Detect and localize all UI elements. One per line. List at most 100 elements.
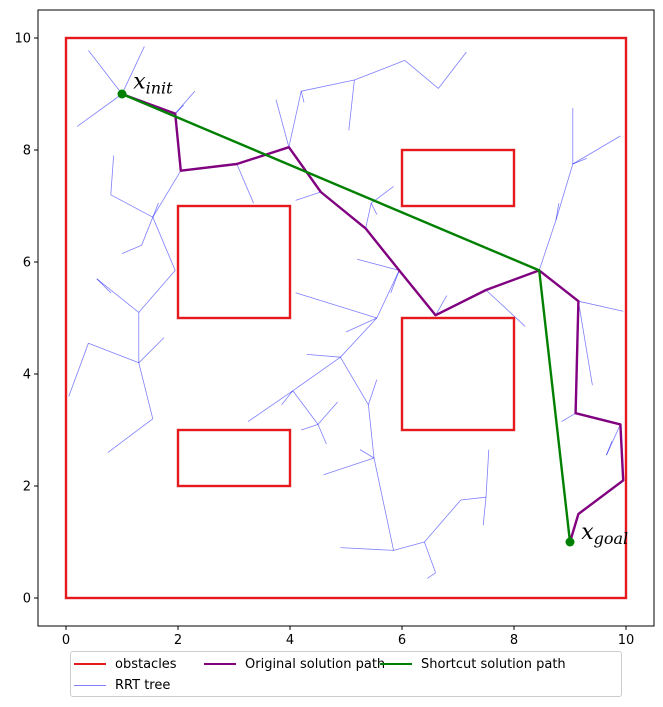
start-marker (117, 89, 127, 99)
x-tick-label: 4 (286, 633, 294, 648)
legend-label-obstacles: obstacles (115, 656, 177, 672)
rrt-tree-edge (317, 401, 338, 425)
rrt-tree-edge (485, 289, 526, 327)
rrt-tree-edge (295, 292, 377, 319)
legend-entry-shortcut-path: Shortcut solution path (380, 655, 566, 673)
rrt-tree-edge (340, 547, 394, 551)
rrt-tree-edge (121, 244, 142, 254)
rrt-tree-edge (174, 104, 184, 114)
y-tick-label: 8 (23, 144, 31, 159)
obstacle-rect (400, 148, 516, 208)
rrt-tree-edge (460, 496, 487, 501)
shortcut-path-line (121, 92, 572, 543)
rrt-tree-edge (424, 541, 436, 573)
y-tick-label: 6 (23, 256, 31, 271)
x-tick-label: 10 (618, 633, 635, 648)
x-tick-label: 0 (62, 633, 70, 648)
axes-frame (37, 9, 655, 627)
rrt-tree-edge (275, 99, 290, 148)
annotation-x-init: xinit (133, 69, 173, 97)
annotations: xinit xgoal (133, 69, 628, 548)
rrt-tree-edge (376, 270, 400, 319)
rrt-tree-edge (482, 497, 487, 526)
obstacles (64, 36, 628, 600)
rrt-tree-edge (292, 356, 341, 392)
rrt-tree-edge (354, 60, 405, 81)
rrt-tree-edge (110, 155, 114, 195)
shortcut-solution-path (121, 92, 572, 543)
rrt-tree-edge (357, 258, 400, 271)
rrt-tree-edge (393, 541, 425, 551)
rrt-tree-edge (348, 79, 355, 131)
rrt-tree-edge (578, 300, 624, 312)
rrt-tree-edge (138, 337, 165, 364)
rrt-tree-edge (438, 51, 467, 89)
rrt-tree-edge (281, 390, 294, 406)
rrt-tree-edge (300, 91, 305, 103)
x-tick-label: 2 (174, 633, 182, 648)
rrt-tree-edge (236, 163, 254, 204)
rrt-tree-edge (485, 449, 490, 498)
rrt-tree-edge (359, 449, 375, 459)
rrt-tree-edge (138, 362, 154, 419)
rrt-tree-edge (390, 270, 400, 293)
y-tick-label: 0 (23, 592, 31, 607)
rrt-tree-edge (301, 79, 355, 92)
rrt-tree-edge (88, 342, 139, 364)
rrt-tree-edge (323, 457, 375, 476)
rrt-tree-edge (555, 163, 574, 221)
legend-entry-original-path: Original solution path (204, 655, 385, 673)
rrt-tree-edge (368, 404, 375, 459)
rrt-tree-edge (68, 343, 89, 397)
rrt-tree-edge (373, 457, 394, 551)
obstacle-boundary (64, 36, 628, 600)
rrt-tree-edge (340, 317, 378, 358)
rrt-tree-edge (121, 46, 145, 95)
rrt-tree-edge (368, 379, 378, 405)
obstacle-rect (176, 428, 292, 488)
legend-entry-rrt-tree: RRT tree (74, 676, 170, 694)
rrt-tree-edge (88, 50, 123, 95)
x-tick-label: 6 (398, 633, 406, 648)
rrt-tree-edge (578, 301, 593, 386)
rrt-tree-edge (404, 60, 439, 89)
rrt-tree-edge (288, 91, 302, 148)
legend-swatch-shortcut-path (380, 663, 412, 665)
rrt-tree-edge (152, 217, 176, 271)
original-path-line (121, 92, 625, 543)
legend-swatch-rrt-tree (74, 684, 106, 686)
goal-marker (565, 537, 575, 547)
rrt-tree-edge (606, 441, 613, 456)
rrt-tree-edge (138, 270, 176, 313)
rrt-tree-edge (295, 191, 321, 201)
endpoint-markers (117, 89, 575, 547)
rrt-tree-edge (292, 390, 319, 425)
x-tick-label: 8 (510, 633, 518, 648)
legend-label-rrt-tree: RRT tree (115, 677, 171, 693)
legend-swatch-original-path (204, 663, 236, 665)
rrt-tree-edge (424, 499, 462, 543)
rrt-tree-edge (561, 412, 576, 422)
rrt-tree-edge (340, 356, 369, 406)
original-solution-path (121, 92, 625, 543)
legend-swatch-obstacles (74, 663, 106, 665)
rrt-tree-edge (435, 295, 448, 316)
rrt-tree-edge (572, 135, 621, 165)
rrt-tree-edge (152, 203, 159, 218)
annotation-x-goal: xgoal (581, 520, 628, 548)
y-axis-ticks: 0 2 4 6 8 10 (14, 32, 38, 607)
rrt-tree-edge (247, 390, 294, 422)
y-tick-label: 4 (23, 368, 31, 383)
rrt-tree-edge (96, 278, 140, 313)
rrt-tree-edge (96, 278, 112, 294)
rrt-tree-edge (345, 317, 377, 333)
rrt-tree-edge (301, 424, 319, 431)
rrt-tree-edge (110, 194, 153, 218)
legend-entry-obstacles: obstacles (74, 655, 177, 673)
x-axis-ticks: 0 2 4 6 8 10 (62, 626, 634, 648)
y-tick-label: 10 (14, 32, 31, 47)
rrt-tree-edge (141, 217, 154, 246)
legend-label-shortcut-path: Shortcut solution path (421, 656, 566, 672)
legend: obstacles RRT tree Original solution pat… (70, 651, 622, 697)
